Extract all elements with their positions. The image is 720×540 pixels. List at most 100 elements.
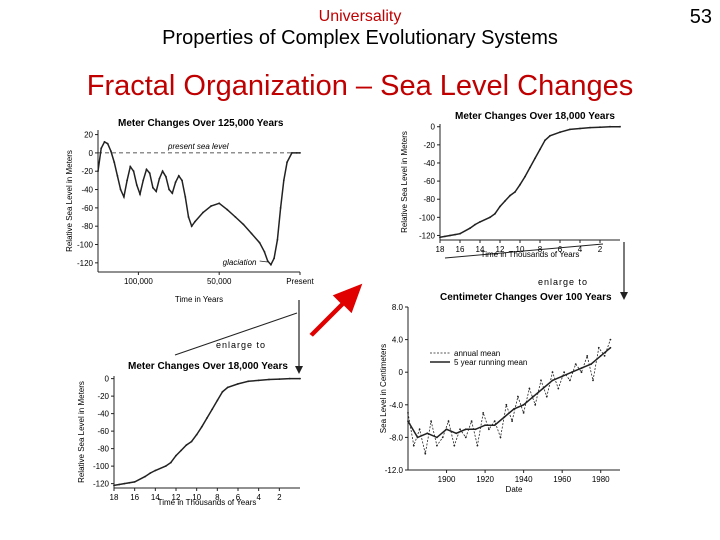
data-point — [276, 239, 279, 241]
data-point — [154, 469, 157, 472]
x-tick-label: 50,000 — [207, 277, 232, 286]
data-point — [569, 128, 571, 131]
data-point — [599, 355, 602, 357]
data-point — [539, 148, 541, 151]
data-point — [299, 152, 301, 154]
data-point — [439, 236, 441, 239]
data-point — [106, 142, 109, 145]
data-point — [194, 220, 196, 223]
y-tick-label: -100 — [419, 213, 436, 222]
data-point — [132, 170, 135, 173]
x-tick-label: 12 — [172, 493, 181, 502]
data-point — [195, 433, 198, 436]
x-tick-label: 18 — [110, 493, 119, 502]
data-point — [504, 200, 506, 202]
data-point — [609, 125, 611, 128]
y-axis-label: Sea Level in Centimeters — [379, 344, 388, 433]
data-point — [445, 428, 448, 431]
data-point — [488, 428, 490, 431]
data-point — [528, 387, 531, 390]
data-point — [97, 170, 99, 173]
data-point — [266, 260, 269, 262]
data-point — [534, 403, 537, 406]
data-point — [273, 257, 275, 260]
chart-p1: Meter Changes Over 125,000 Years 20 0 -20 -4… — [65, 118, 315, 304]
data-point — [441, 436, 444, 439]
y-tick-label: -20 — [423, 141, 435, 150]
data-point — [436, 444, 438, 447]
x-tick-label: 4 — [578, 245, 583, 254]
y-tick-label: -60 — [97, 427, 109, 436]
data-point — [184, 196, 187, 198]
data-point — [407, 412, 409, 414]
x-axis-label: Time in Thousands of Years — [481, 250, 580, 259]
data-point — [493, 424, 496, 427]
slide-subtitle: Properties of Complex Evolutionary Syste… — [162, 27, 558, 49]
data-point — [226, 386, 229, 389]
data-point — [549, 134, 551, 137]
data-point — [257, 379, 260, 382]
data-point — [551, 371, 554, 374]
connector-line-1 — [174, 312, 298, 356]
data-point — [169, 461, 172, 464]
y-axis-label: Relative Sea Level in Meters — [400, 131, 409, 233]
data-point — [181, 179, 183, 182]
y-axis-label: Relative Sea Level in Meters — [77, 381, 86, 483]
data-point — [534, 157, 536, 160]
x-tick-label: 1960 — [553, 475, 571, 484]
data-point — [484, 424, 486, 427]
data-point — [514, 191, 516, 193]
data-point — [103, 141, 106, 143]
series-line-2 — [407, 347, 611, 439]
data-point — [499, 205, 501, 208]
data-point — [474, 223, 476, 226]
connector-arrowhead-1 — [295, 366, 303, 374]
data-point — [557, 387, 560, 390]
data-point — [286, 161, 288, 164]
data-point — [175, 454, 177, 457]
data-point — [416, 436, 419, 439]
x-tick-label: 1900 — [438, 475, 456, 484]
y-tick-label: -80 — [423, 195, 435, 204]
data-point — [129, 165, 132, 168]
x-axis-label: Time in Years — [175, 295, 223, 304]
data-point — [148, 172, 151, 175]
y-tick-label: -80 — [97, 445, 109, 454]
data-point — [216, 399, 219, 402]
data-point — [499, 436, 502, 439]
data-point — [505, 403, 508, 406]
data-point — [234, 216, 237, 218]
legend-label: 5 year running mean — [454, 358, 527, 367]
y-tick-label: -120 — [93, 480, 110, 489]
y-tick-label: -40 — [81, 186, 93, 195]
data-point — [295, 152, 298, 154]
data-point — [574, 363, 577, 365]
data-point — [592, 379, 594, 382]
data-point — [603, 355, 606, 357]
x-tick-label: 12 — [496, 245, 505, 254]
x-tick-label: 14 — [151, 493, 160, 502]
chart-title: Meter Changes Over 18,000 Years — [128, 361, 288, 372]
data-point — [424, 452, 427, 455]
chart-title: Centimeter Changes Over 100 Years — [440, 292, 612, 303]
y-tick-label: -40 — [423, 159, 435, 168]
red-arrow-icon — [306, 280, 366, 340]
data-point — [474, 428, 477, 431]
y-tick-label: -12.0 — [385, 466, 404, 475]
data-point — [258, 241, 261, 244]
data-point — [464, 436, 467, 439]
data-point — [493, 420, 496, 422]
data-point — [211, 408, 214, 411]
y-tick-label: -120 — [77, 259, 94, 268]
data-point — [479, 221, 481, 223]
data-point — [268, 378, 270, 381]
data-point — [171, 192, 174, 195]
y-tick-label: -40 — [97, 410, 109, 419]
data-point — [180, 449, 183, 452]
x-tick-label: 2 — [277, 493, 282, 502]
data-point — [579, 127, 581, 130]
supertitle: Universality — [318, 8, 402, 25]
data-point — [418, 428, 421, 431]
x-tick-label: 14 — [476, 245, 485, 254]
data-point — [210, 205, 213, 207]
